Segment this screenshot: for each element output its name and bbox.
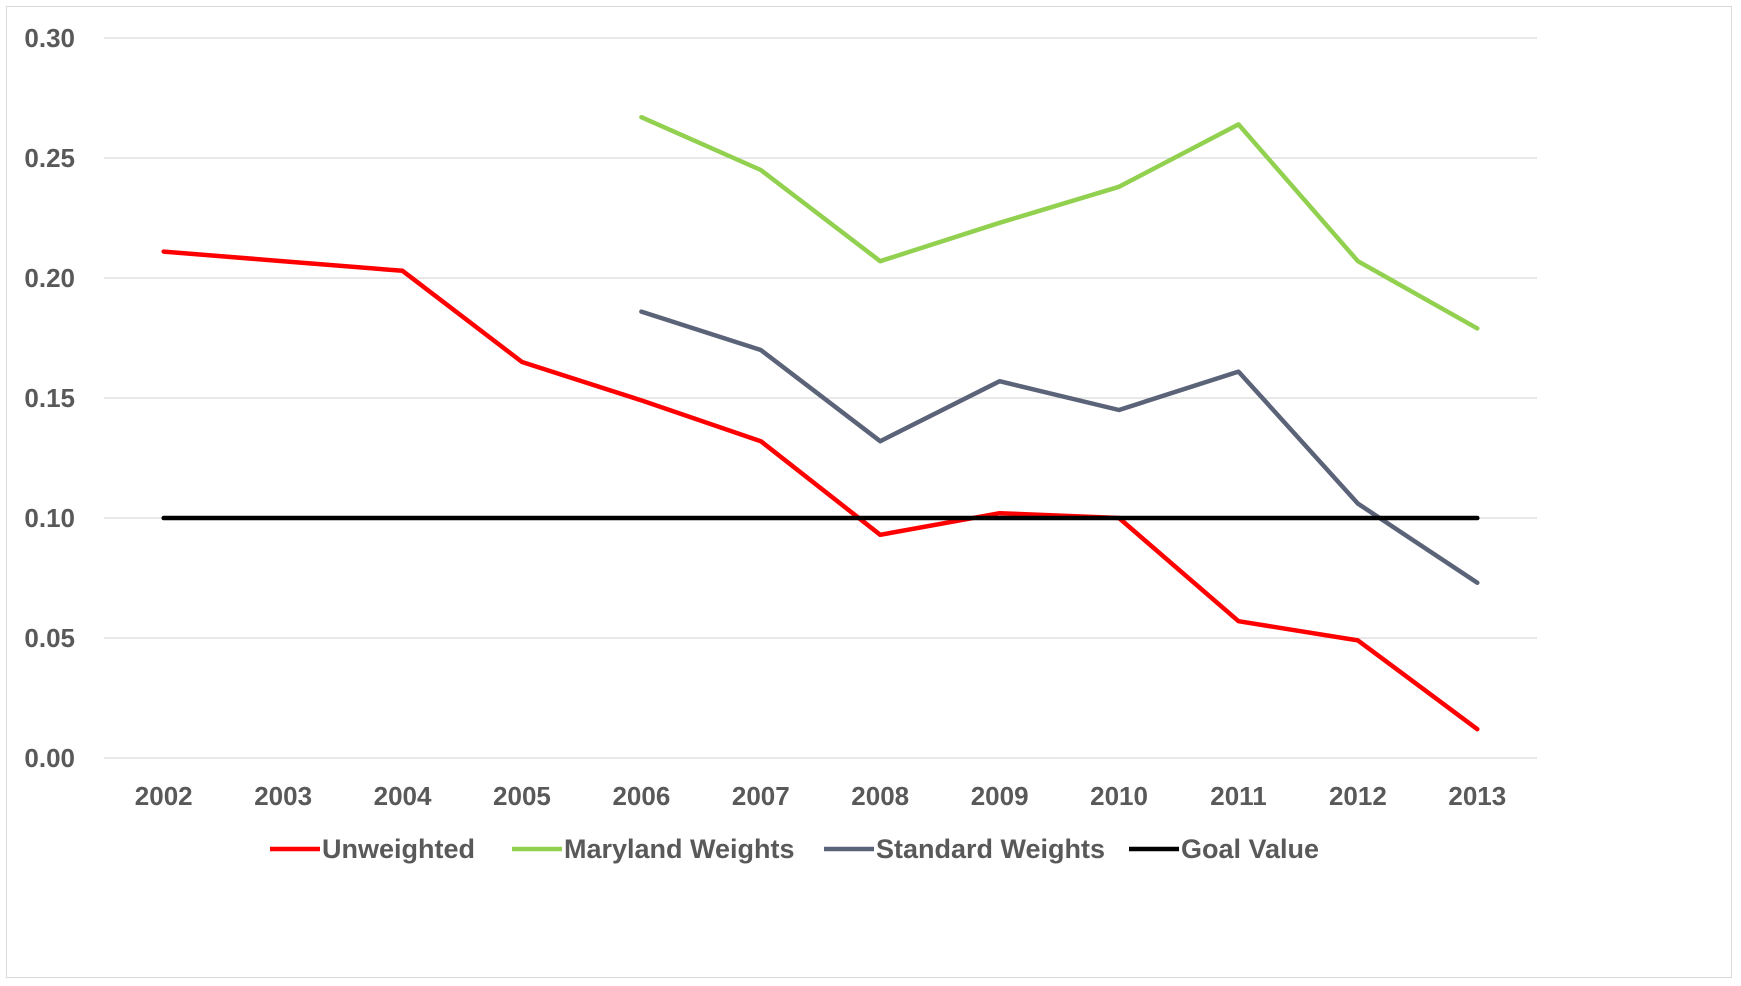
x-tick-label: 2007 xyxy=(732,781,790,811)
x-tick-label: 2003 xyxy=(254,781,312,811)
series-line-standard-weights xyxy=(639,309,1480,586)
x-tick-label: 2005 xyxy=(493,781,551,811)
x-tick-label: 2008 xyxy=(851,781,909,811)
y-axis-ticks: 0.00 0.05 0.10 0.15 0.20 0.25 0.30 xyxy=(24,23,75,773)
x-tick-label: 2012 xyxy=(1329,781,1387,811)
y-tick-label: 0.25 xyxy=(24,143,75,173)
x-axis-ticks: 2002 2003 2004 2005 2006 2007 2008 2009 2010 2011… xyxy=(135,781,1506,811)
y-tick-label: 0.05 xyxy=(24,623,75,653)
series-lines xyxy=(161,114,1480,732)
y-tick-label: 0.00 xyxy=(24,743,75,773)
legend-label: Standard Weights xyxy=(876,834,1105,864)
x-tick-label: 2002 xyxy=(135,781,193,811)
y-tick-label: 0.20 xyxy=(24,263,75,293)
y-tick-label: 0.15 xyxy=(24,383,75,413)
chart-frame: 0.00 0.05 0.10 0.15 0.20 0.25 0.30 2002 2003 200… xyxy=(6,6,1732,978)
x-tick-label: 2011 xyxy=(1210,781,1266,811)
line-chart: 0.000.050.100.150.200.250.30 2002 2003 200… xyxy=(24,23,1537,864)
legend-label: Maryland Weights xyxy=(564,834,795,864)
series-line-maryland-weights xyxy=(639,114,1480,331)
series-line-unweighted xyxy=(161,249,1480,732)
x-tick-label: 2004 xyxy=(374,781,432,811)
legend-label: Goal Value xyxy=(1181,834,1319,864)
legend: Unweighted Maryland Weights Standard Weigh… xyxy=(270,834,1319,864)
legend-label: Unweighted xyxy=(322,834,475,864)
y-tick-label: 0.10 xyxy=(24,503,75,533)
y-tick-label: 0.30 xyxy=(24,23,75,53)
x-tick-label: 2009 xyxy=(971,781,1029,811)
x-tick-label: 2006 xyxy=(612,781,670,811)
x-tick-label: 2013 xyxy=(1448,781,1506,811)
x-tick-label: 2010 xyxy=(1090,781,1148,811)
